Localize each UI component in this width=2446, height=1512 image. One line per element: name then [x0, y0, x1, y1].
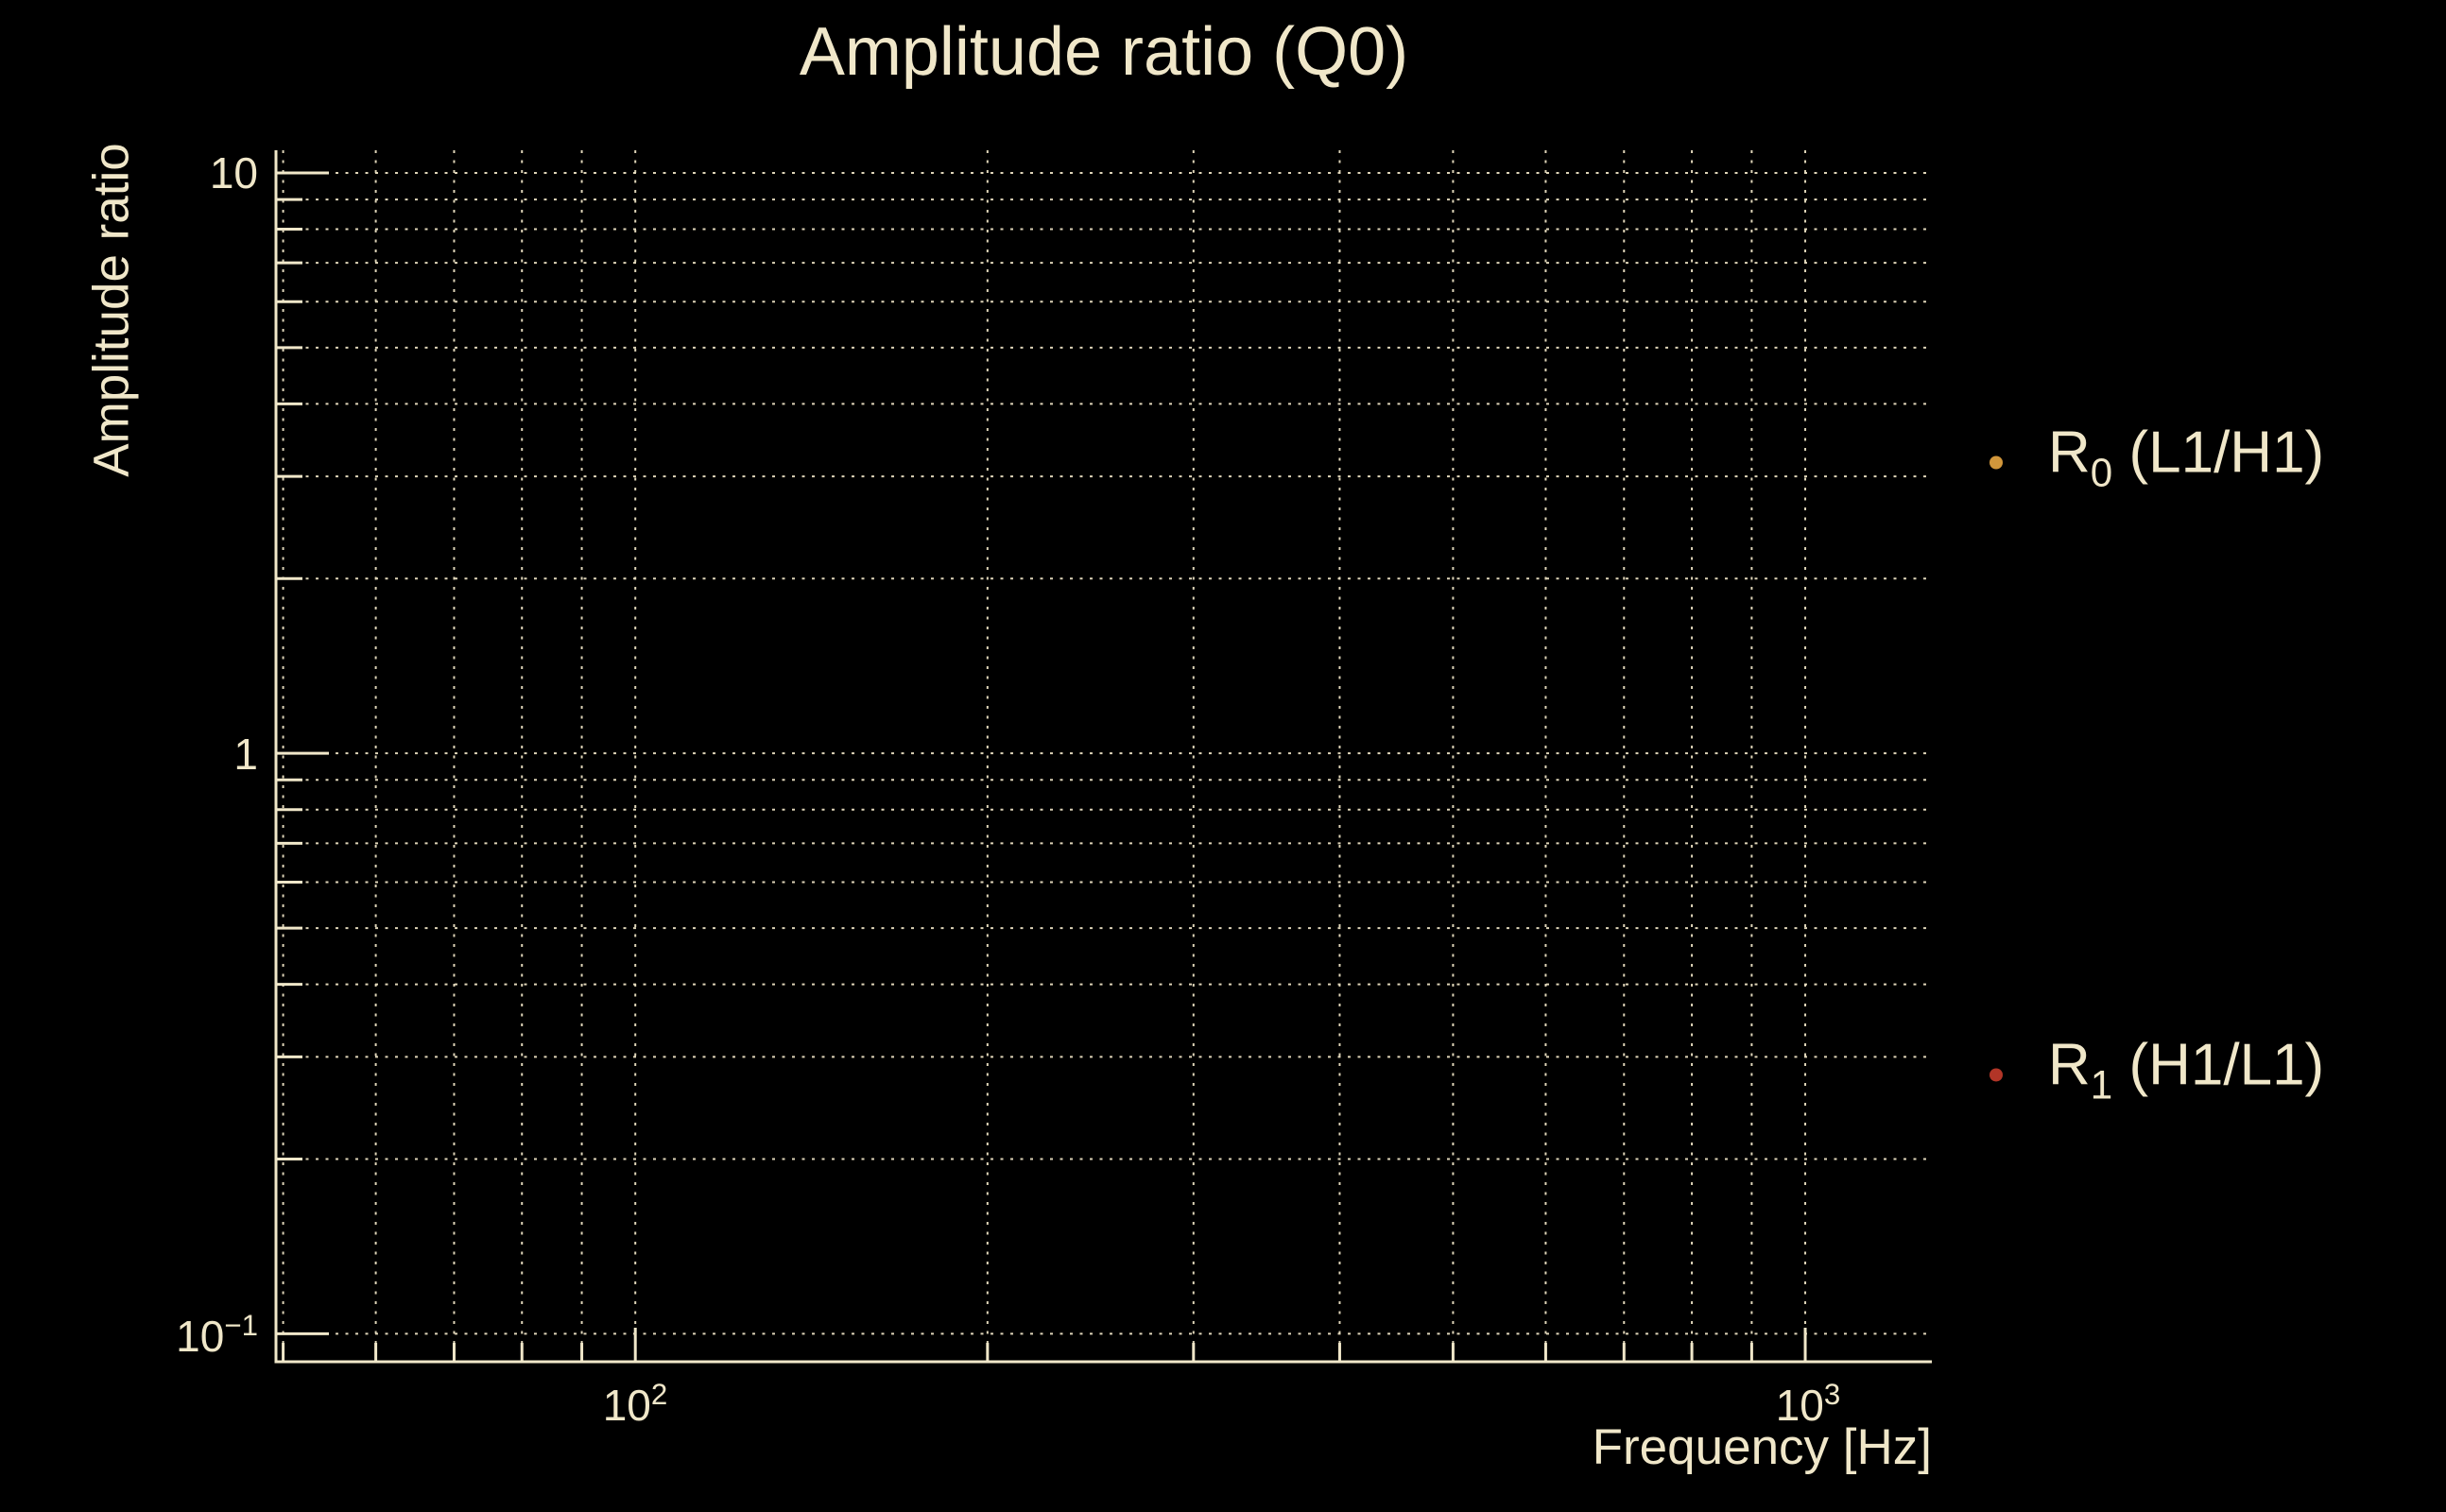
y-tick-10-base: 10 [209, 148, 258, 198]
legend-r0-rest: (L1/H1) [2112, 420, 2325, 486]
x-tick-label-100: 102 [602, 1377, 668, 1431]
legend-r1-sub: 1 [2090, 1062, 2113, 1108]
legend-r1-rest: (H1/L1) [2112, 1032, 2325, 1098]
x-tick-1000-base: 10 [1775, 1381, 1824, 1430]
x-tick-100-base: 10 [602, 1381, 651, 1430]
x-tick-1000-exp: 3 [1823, 1377, 1841, 1411]
legend-entry-r0: R0 (L1/H1) [1990, 420, 2325, 495]
legend-label-r0: R0 (L1/H1) [2048, 420, 2325, 495]
chart-title: Amplitude ratio (Q0) [799, 14, 1409, 90]
legend-entry-r1: R1 (H1/L1) [1990, 1032, 2325, 1108]
x-tick-label-1000: 103 [1775, 1377, 1841, 1431]
y-tick-label-1: 1 [57, 729, 258, 780]
legend-label-r1: R1 (H1/L1) [2048, 1032, 2325, 1108]
legend-r0-sub: 0 [2090, 450, 2113, 495]
x-tick-100-exp: 2 [650, 1377, 668, 1411]
x-axis-label: Frequency [Hz] [1592, 1419, 1932, 1475]
legend-r1-base: R [2048, 1032, 2091, 1098]
r0-dot-marker-icon [1990, 455, 2003, 469]
r1-dot-marker-icon [1990, 1068, 2003, 1081]
y-tick-0p1-exp: −1 [224, 1308, 258, 1342]
y-tick-1-base: 1 [233, 730, 258, 779]
y-tick-0p1-base: 10 [176, 1312, 225, 1361]
legend-r0-base: R [2048, 420, 2091, 486]
y-tick-label-10: 10 [57, 147, 258, 198]
y-tick-label-0p1: 10−1 [57, 1308, 258, 1362]
